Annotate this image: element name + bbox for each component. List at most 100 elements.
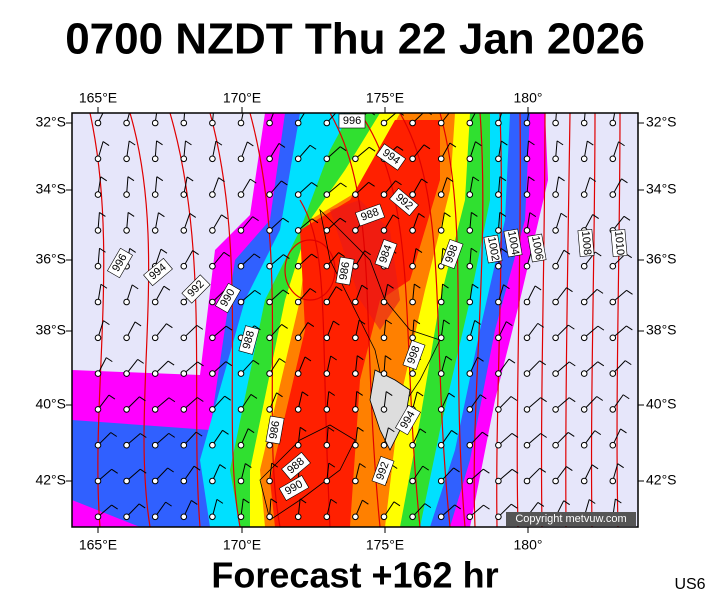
- wind-barb: [620, 428, 627, 434]
- wind-barb: [304, 356, 312, 362]
- wind-barb: [270, 498, 278, 504]
- isobar-label: 1002: [483, 234, 503, 264]
- wind-station: [123, 155, 130, 163]
- wind-barb: [128, 140, 136, 146]
- wind-barb: [271, 462, 278, 468]
- wind-station: [209, 513, 216, 521]
- wind-barb: [624, 360, 632, 366]
- wind-barb: [362, 499, 369, 505]
- wind-station: [180, 370, 188, 377]
- wind-station: [495, 477, 502, 485]
- wind-station: [580, 298, 588, 306]
- wind-station: [151, 119, 159, 127]
- wind-station: [495, 298, 502, 306]
- wind-barb: [443, 319, 450, 325]
- wind-station: [523, 262, 531, 270]
- wind-barb: [282, 217, 290, 223]
- wind-barb: [111, 468, 118, 474]
- wind-station: [352, 155, 359, 163]
- isobar-label-box: [503, 228, 523, 258]
- wind-station: [209, 119, 216, 127]
- wind-barb: [617, 463, 624, 469]
- wind-station: [294, 298, 302, 306]
- wind-barb: [137, 358, 144, 364]
- wind-barb: [501, 140, 508, 146]
- wind-station: [94, 513, 102, 521]
- latitude-label: 42°S: [35, 472, 66, 488]
- latitude-label: 32°S: [35, 114, 66, 130]
- wind-barb: [132, 106, 138, 110]
- wind-station: [552, 298, 559, 306]
- wind-barb: [387, 283, 394, 289]
- wind-barb: [385, 355, 392, 361]
- isobar-label-box: [181, 274, 211, 304]
- isobar-label: 996: [338, 113, 366, 129]
- wind-barb: [567, 431, 575, 437]
- wind-station: [523, 155, 531, 163]
- isobar-label-box: [375, 143, 407, 171]
- wind-station: [409, 227, 416, 234]
- wind-barb: [311, 182, 318, 187]
- wind-station: [352, 334, 359, 342]
- wind-barb: [224, 395, 231, 401]
- wind-barb: [418, 213, 425, 218]
- isobar-label-text: 1002: [485, 236, 501, 262]
- wind-barb: [419, 428, 427, 434]
- model-code: US6: [674, 576, 705, 593]
- wind-barb: [442, 283, 449, 289]
- wind-station: [580, 119, 588, 127]
- wind-barb: [368, 181, 375, 187]
- wind-station: [237, 155, 245, 163]
- wind-station: [94, 155, 102, 163]
- wind-barb: [454, 504, 462, 510]
- wind-station: [266, 155, 273, 163]
- wind-barb: [158, 212, 165, 218]
- wind-barb: [557, 105, 563, 109]
- wind-station: [437, 477, 445, 485]
- wind-barb: [254, 289, 262, 295]
- isobar-label-box: [107, 247, 133, 279]
- wind-barb: [415, 248, 423, 253]
- wind-station: [294, 119, 302, 127]
- wind-barb: [479, 394, 487, 400]
- wind-station: [409, 298, 416, 306]
- wind-barb: [444, 212, 451, 218]
- wind-station: [409, 370, 416, 377]
- wind-barb: [540, 433, 547, 438]
- isobar-label-text: 1008: [579, 230, 593, 255]
- isobar-label-box: [355, 203, 385, 227]
- wind-barb: [167, 467, 174, 473]
- wind-station: [294, 262, 302, 270]
- wind-barb: [281, 180, 288, 186]
- wind-barb: [100, 176, 107, 182]
- wind-station: [466, 513, 474, 521]
- wind-station: [495, 191, 502, 198]
- wind-station: [409, 334, 416, 342]
- wind-barb: [568, 324, 575, 330]
- wind-barb: [191, 500, 198, 505]
- wind-barb: [453, 467, 460, 473]
- wind-barb: [139, 468, 147, 474]
- isobar-label: 984: [374, 239, 398, 269]
- wind-station: [552, 477, 559, 485]
- wind-station: [294, 370, 302, 377]
- wind-station: [323, 262, 331, 270]
- wind-barb: [219, 464, 227, 469]
- wind-barb: [276, 106, 282, 110]
- wind-barb: [385, 319, 393, 325]
- wind-barb: [106, 357, 113, 363]
- wind-barb: [102, 141, 110, 146]
- wind-station: [609, 298, 617, 306]
- wind-station: [94, 191, 102, 198]
- wind-station: [94, 262, 102, 270]
- wind-barb: [214, 105, 220, 109]
- wind-barb: [423, 144, 431, 150]
- wind-barb: [421, 178, 428, 184]
- latitude-label: 42°S: [646, 472, 677, 488]
- wind-barb: [311, 253, 318, 259]
- wind-barb: [99, 247, 106, 253]
- wind-barb: [165, 501, 172, 507]
- wind-barb: [299, 426, 307, 432]
- wind-station: [580, 406, 588, 413]
